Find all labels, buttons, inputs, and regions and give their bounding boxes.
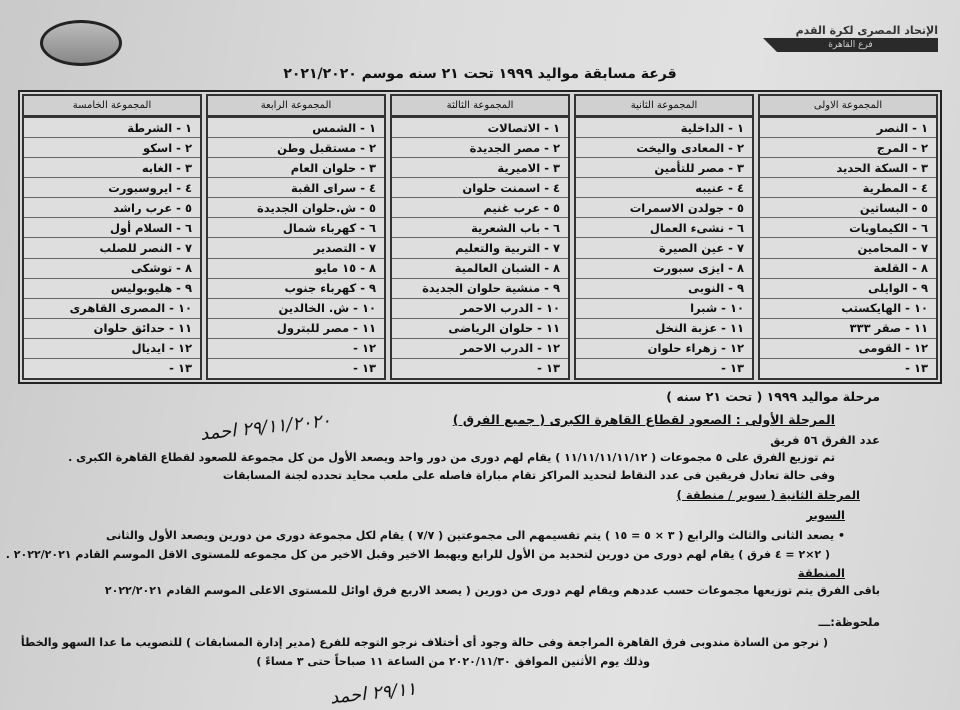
team-cell: ١ - الاتصالات <box>392 118 568 139</box>
team-cell: ١٠ - ش. الخالدين <box>208 299 384 319</box>
team-cell: ١ - الشرطة <box>24 118 200 139</box>
team-cell: ٣ - السكة الحديد <box>760 158 936 179</box>
team-cell: ٥ - جولدن الاسمرات <box>576 198 752 219</box>
team-cell: ٨ - القلعة <box>760 259 936 279</box>
team-cell: ٦ - نشىء العمال <box>576 218 752 239</box>
group-header: المجموعة الرابعة <box>208 96 384 118</box>
phase1-heading: المرحلة الأولى : الصعود لقطاع القاهرة ال… <box>453 412 835 427</box>
team-cell: ١ - النصر <box>760 118 936 139</box>
signature-bottom: ٢٩/١١ احمد <box>329 678 418 709</box>
group-column: المجموعة الخامسة ١ - الشرطة ٢ - اسكو ٣ - ال… <box>22 94 202 380</box>
group-column: المجموعة الاولى ١ - النصر ٢ - المرج ٣ - الس… <box>758 94 938 380</box>
group-header: المجموعة الثانية <box>576 96 752 118</box>
team-cell: ٢ - المرج <box>760 138 936 159</box>
stage-heading: مرحلة مواليد ١٩٩٩ ( تحت ٢١ سنه ) <box>666 389 880 404</box>
team-cell: ٥ - البساتين <box>760 198 936 219</box>
team-cell: ٧ - عين الصيرة <box>576 238 752 259</box>
team-cell: ٩ - هليوبوليس <box>24 279 200 299</box>
branch-banner: فرع القاهرة <box>763 38 938 52</box>
team-cell: ٤ - المطرية <box>760 178 936 199</box>
team-cell: ٤ - اسمنت حلوان <box>392 178 568 199</box>
team-cell: ١٢ - الدرب الاحمر <box>392 339 568 359</box>
team-cell: ١٠ - الهايكستب <box>760 299 936 319</box>
team-cell: ٣ - مصر للتأمين <box>576 158 752 179</box>
team-cell: ٧ - النصر للصلب <box>24 238 200 259</box>
team-cell: ٦ - الكيماويات <box>760 218 936 239</box>
team-cell: ١١ - عزبة النخل <box>576 319 752 339</box>
team-cell: ٤ - ايروسبورت <box>24 178 200 199</box>
super-line1: • يصعد الثانى والثالث والرابع ( ٣ × ٥ = … <box>105 529 845 542</box>
group-header: المجموعة الاولى <box>760 96 936 118</box>
team-count: عدد الفرق ٥٦ فريق <box>770 433 880 447</box>
phase1-label: المرحلة الأولى : <box>735 412 835 427</box>
team-cell: ١١ - حلوان الرياضى <box>392 319 568 339</box>
team-cell: ٦ - السلام أول <box>24 218 200 239</box>
groups-table: المجموعة الاولى ١ - النصر ٢ - المرج ٣ - الس… <box>18 90 942 384</box>
phase1-line2: وفى حالة تعادل فريقين فى عدد النقاط لتحد… <box>222 469 835 482</box>
group-header: المجموعة الثالثة <box>392 96 568 118</box>
team-cell: ٨ - الشبان العالمية <box>392 259 568 279</box>
super-line2: ( ٢×٢ = ٤ فرق ) يقام لهم دورى من دورين ل… <box>5 548 830 561</box>
group-column: المجموعة الثانية ١ - الداخلية ٢ - المعادى … <box>574 94 754 380</box>
team-cell: ١٣ - <box>721 361 744 376</box>
team-cell: ٥ - ش.حلوان الجديدة <box>208 198 384 219</box>
region-line: باقى الفرق يتم توزيعها مجموعات حسب عددهم… <box>104 584 880 597</box>
phase2-title: المرحلة الثانية ( سوبر / منطقة ) <box>676 488 860 502</box>
team-cell: ٧ - التصدير <box>208 238 384 259</box>
organization-name: الإتحاد المصرى لكرة القدم <box>795 24 938 37</box>
team-cell: ٢ - مستقبل وطن <box>208 138 384 159</box>
team-cell: ١٣ - <box>169 361 192 376</box>
team-cell: ١٣ - <box>905 361 928 376</box>
team-cell: ٤ - عنيبه <box>576 178 752 199</box>
phase1-title: الصعود لقطاع القاهرة الكبرى ( جميع الفرق… <box>452 412 732 427</box>
team-cell: ١٠ - شبرا <box>576 299 752 319</box>
team-cell: ٩ - الوايلى <box>760 279 936 299</box>
team-cell: ٤ - سراى القبة <box>208 178 384 199</box>
phase1-line1: تم توزيع الفرق على ٥ مجموعات ( ١١/١١/١١/… <box>68 451 835 464</box>
team-cell: ١١ - صقر ٣٣٣ <box>760 319 936 339</box>
team-cell: ٧ - التربية والتعليم <box>392 238 568 259</box>
team-cell: ٣ - حلوان العام <box>208 158 384 179</box>
signature-top: ٢٩/١١/٢٠٢٠ احمد <box>199 410 332 445</box>
team-cell: ٢ - اسكو <box>24 138 200 159</box>
group-column: المجموعة الثالثة ١ - الاتصالات ٢ - مصر الج… <box>390 94 570 380</box>
team-cell: ١ - الشمس <box>208 118 384 139</box>
team-cell: ٩ - منشية حلوان الجديدة <box>392 279 568 299</box>
note-line2: وذلك يوم الأثنين الموافق ٢٠٢٠/١١/٣٠ من ا… <box>256 655 650 668</box>
team-cell: ٢ - مصر الجديدة <box>392 138 568 159</box>
note-line1: ( نرجو من السادة مندوبى فرق القاهرة المر… <box>20 636 828 649</box>
team-cell: ٢ - المعادى واليخت <box>576 138 752 159</box>
federation-logo <box>40 20 122 66</box>
super-title: السوبر <box>806 508 845 522</box>
team-cell: ٨ - توشكى <box>24 259 200 279</box>
team-cell: ٣ - الغابه <box>24 158 200 179</box>
team-cell: ١١ - حدائق حلوان <box>24 319 200 339</box>
super-line1-text: يصعد الثانى والثالث والرابع ( ٣ × ٥ = ١٥… <box>105 529 835 542</box>
team-cell: ٩ - كهرباء جنوب <box>208 279 384 299</box>
group-header: المجموعة الخامسة <box>24 96 200 118</box>
team-cell: ١٠ - المصرى القاهرى <box>24 299 200 319</box>
team-cell: ٥ - عرب راشد <box>24 198 200 219</box>
team-cell: ١٣ - <box>353 361 376 376</box>
note-label: ملحوظة:ـــ <box>818 615 880 629</box>
region-title: المنطقة <box>797 566 845 580</box>
team-cell: ١٣ - <box>537 361 560 376</box>
group-column: المجموعة الرابعة ١ - الشمس ٢ - مستقبل وطن ٣… <box>206 94 386 380</box>
team-cell: ٥ - عرب غنيم <box>392 198 568 219</box>
team-cell: ١٢ - ايديال <box>24 339 200 359</box>
team-cell: ٧ - المحامين <box>760 238 936 259</box>
team-cell: ٨ - ١٥ مايو <box>208 259 384 279</box>
team-cell: ٦ - كهرباء شمال <box>208 218 384 239</box>
team-cell: ١٢ - القومى <box>760 339 936 359</box>
team-cell: ٨ - ايزى سبورت <box>576 259 752 279</box>
team-cell: ١٠ - الدرب الاحمر <box>392 299 568 319</box>
team-cell: ١٢ - <box>208 339 384 359</box>
team-cell: ١ - الداخلية <box>576 118 752 139</box>
team-cell: ٦ - باب الشعرية <box>392 218 568 239</box>
team-cell: ١٢ - زهراء حلوان <box>576 339 752 359</box>
document-title: قرعة مسابقة مواليد ١٩٩٩ تحت ٢١ سنه موسم … <box>283 66 677 82</box>
team-cell: ٩ - النوبى <box>576 279 752 299</box>
team-cell: ٣ - الاميرية <box>392 158 568 179</box>
team-cell: ١١ - مصر للبترول <box>208 319 384 339</box>
